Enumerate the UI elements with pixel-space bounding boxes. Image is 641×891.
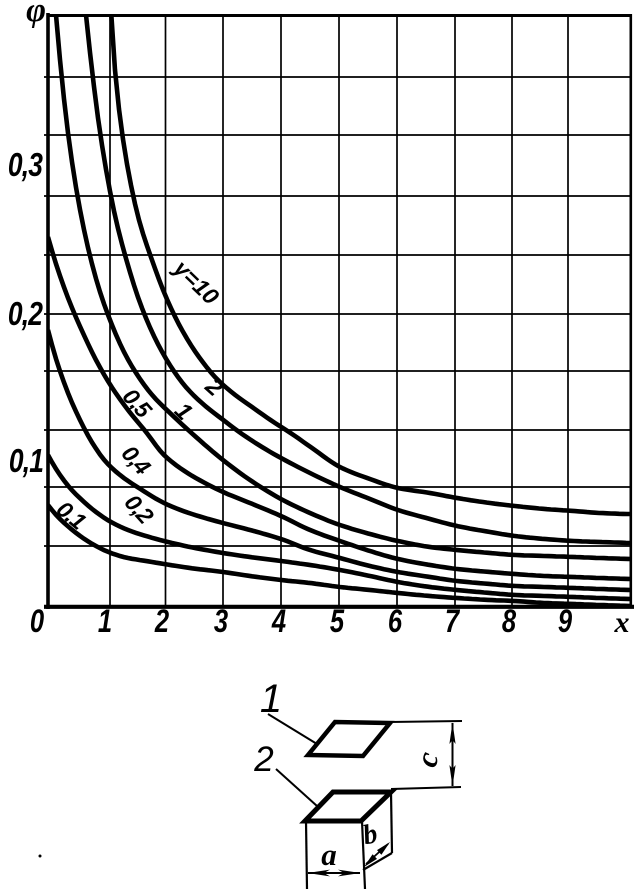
svg-text:0: 0 — [30, 604, 44, 639]
svg-text:a: a — [321, 837, 337, 872]
svg-text:x: x — [614, 606, 630, 639]
svg-text:5: 5 — [330, 604, 345, 639]
svg-text:7: 7 — [445, 604, 461, 639]
svg-text:0,1: 0,1 — [9, 443, 44, 479]
svg-text:0,3: 0,3 — [8, 147, 43, 183]
svg-text:6: 6 — [388, 604, 403, 639]
svg-text:2: 2 — [253, 740, 273, 779]
svg-text:φ: φ — [26, 0, 46, 29]
svg-text:1: 1 — [98, 604, 112, 639]
svg-text:4: 4 — [271, 604, 286, 639]
svg-text:9: 9 — [558, 604, 572, 639]
svg-text:1: 1 — [260, 677, 282, 721]
svg-text:2: 2 — [154, 604, 169, 639]
svg-text:b: b — [360, 818, 380, 851]
svg-text:3: 3 — [214, 604, 228, 639]
svg-text:8: 8 — [502, 604, 517, 639]
svg-text:0,2: 0,2 — [8, 296, 43, 332]
